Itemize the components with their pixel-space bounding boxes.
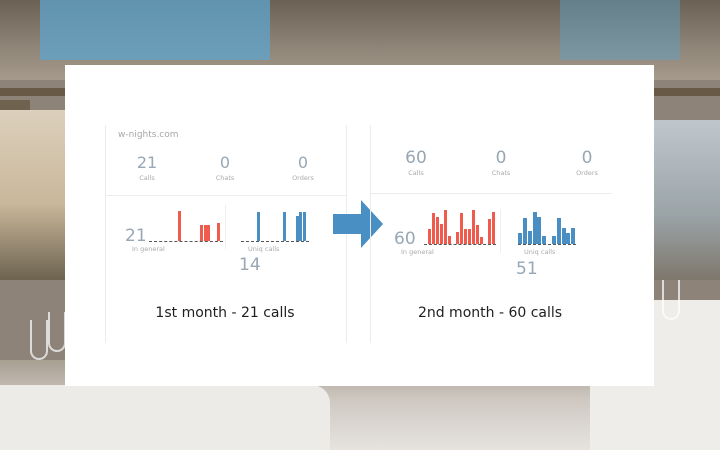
stat-label: Calls	[139, 174, 155, 182]
chart-bar	[472, 210, 476, 244]
panel-border	[370, 125, 371, 343]
uniq-bar-chart	[518, 212, 576, 245]
uniq-count: 51	[516, 259, 538, 279]
stat-calls: 60 Calls	[386, 149, 446, 177]
chart-baseline	[424, 244, 496, 245]
chart-bar	[518, 232, 523, 244]
caption-month-1: 1st month - 21 calls	[155, 305, 295, 321]
stat-value: 21	[136, 153, 158, 172]
chart-baseline	[241, 241, 309, 242]
slide-card: w-nights.com 21 Calls 0 Chats 0 Orders 2…	[65, 65, 654, 386]
stat-value: 0	[581, 148, 593, 168]
general-bar-chart	[149, 211, 223, 242]
chart-bar	[542, 236, 547, 244]
chart-bar	[566, 232, 571, 244]
chart-bar	[468, 228, 472, 244]
wine-glass	[30, 320, 48, 360]
uniq-count: 14	[239, 255, 261, 275]
caption-month-2: 2nd month - 60 calls	[417, 305, 563, 321]
chart-bar	[432, 213, 436, 244]
chart-bar	[448, 235, 452, 244]
stat-value: 0	[297, 153, 309, 172]
panel-divider	[105, 195, 347, 196]
general-count: 60	[394, 229, 416, 249]
stat-label: Orders	[576, 169, 598, 177]
skylight	[40, 0, 270, 60]
uniq-label: Uniq calls	[248, 245, 280, 253]
chart-divider	[500, 209, 501, 253]
chart-bar	[440, 223, 444, 244]
chart-bar	[206, 224, 210, 241]
stat-label: Orders	[292, 174, 314, 182]
chart-bar	[556, 218, 561, 244]
wine-glass	[48, 312, 66, 352]
wine-glass	[662, 280, 680, 320]
chart-bar	[257, 212, 261, 241]
stat-label: Calls	[408, 169, 424, 177]
chart-bar	[456, 232, 460, 244]
stat-chats: 0 Chats	[471, 149, 531, 177]
stat-value: 0	[219, 153, 231, 172]
chart-bar	[551, 236, 556, 244]
chart-bar	[464, 228, 468, 244]
chart-baseline	[149, 241, 223, 242]
chart-bar	[561, 228, 566, 244]
chart-bar	[428, 228, 432, 244]
site-name: w-nights.com	[118, 130, 179, 140]
chart-bar	[302, 212, 306, 241]
stat-value: 0	[495, 148, 507, 168]
panel-border	[105, 125, 106, 343]
chart-bar	[200, 224, 204, 241]
general-bar-chart	[424, 210, 496, 245]
table-left	[0, 385, 330, 450]
chart-bar	[492, 211, 496, 244]
chart-bar	[203, 224, 207, 241]
chart-bar	[444, 210, 448, 244]
panel-divider	[370, 193, 612, 194]
chart-bar	[436, 216, 440, 244]
stat-calls: 21 Calls	[117, 153, 177, 183]
chart-bar	[537, 216, 542, 244]
chart-bar	[216, 223, 220, 241]
chart-divider	[225, 205, 226, 249]
general-count: 21	[125, 226, 147, 246]
chart-bar	[283, 212, 287, 241]
stat-orders: 0 Orders	[557, 149, 617, 177]
skylight	[560, 0, 680, 60]
chart-bar	[299, 212, 303, 241]
stat-label: Chats	[491, 169, 511, 177]
chart-baseline	[518, 244, 576, 245]
chart-bar	[571, 228, 576, 244]
chart-bar	[296, 216, 300, 241]
chart-bar	[522, 218, 527, 244]
general-label: In general	[132, 245, 165, 253]
window-left	[0, 110, 70, 280]
general-label: In general	[401, 248, 434, 256]
window-right	[650, 120, 720, 280]
chart-bar	[480, 237, 484, 244]
stat-chats: 0 Chats	[195, 153, 255, 183]
chart-bar	[177, 211, 181, 241]
stat-label: Chats	[215, 174, 235, 182]
stat-orders: 0 Orders	[273, 153, 333, 183]
chart-bar	[460, 213, 464, 244]
chart-bar	[476, 225, 480, 244]
chart-bar	[532, 212, 537, 244]
uniq-bar-chart	[241, 212, 309, 242]
stat-value: 60	[405, 148, 427, 168]
stats-panel-month-2: 60 Calls 0 Chats 0 Orders 60 In general …	[370, 125, 612, 343]
uniq-label: Uniq calls	[524, 248, 556, 256]
chart-bar	[488, 218, 492, 244]
chart-bar	[527, 231, 532, 244]
